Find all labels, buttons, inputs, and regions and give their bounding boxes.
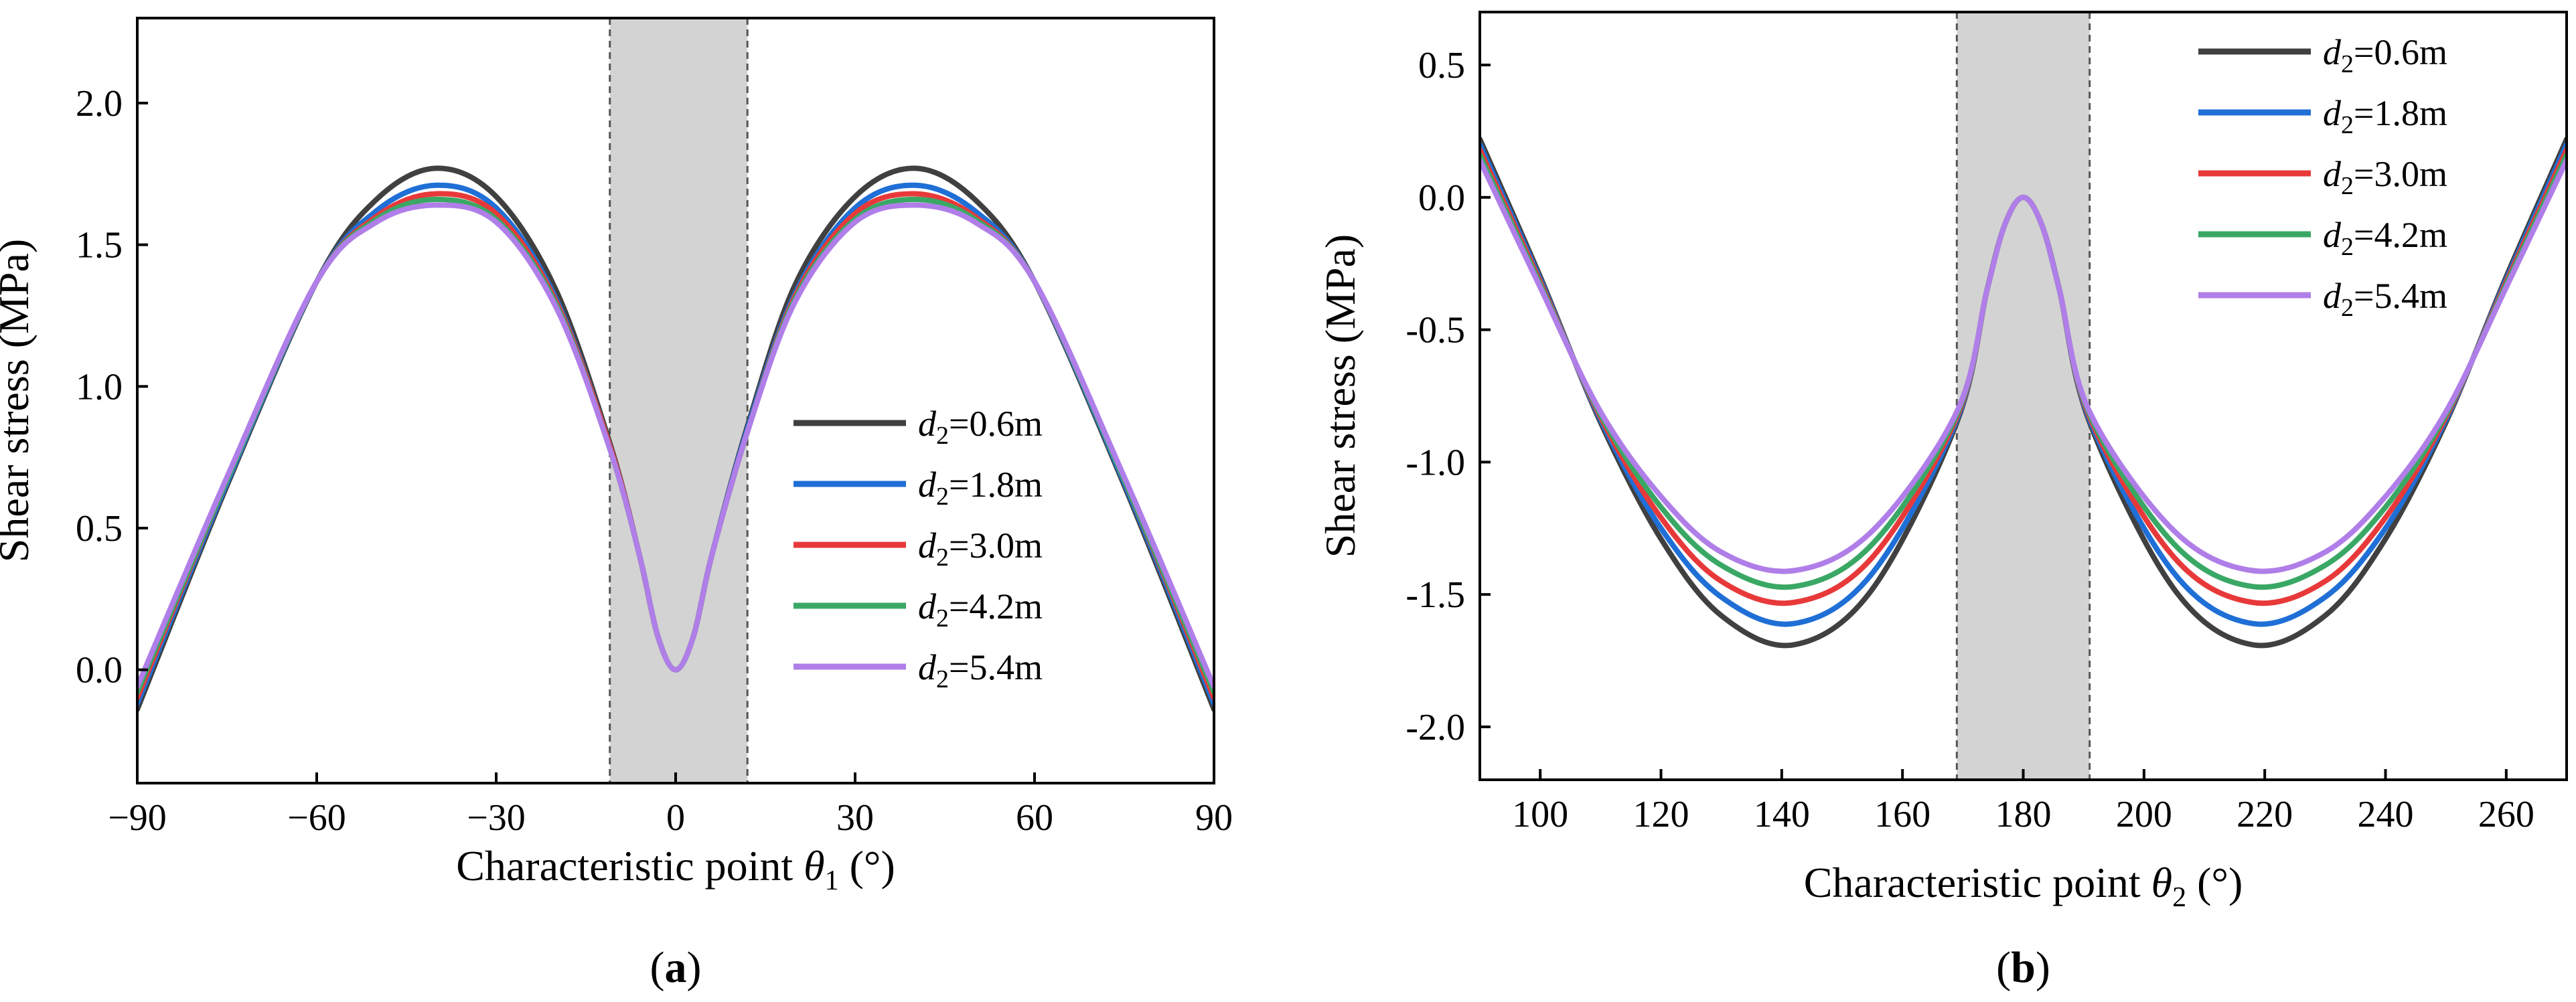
x-tick-label: −30 (467, 797, 526, 839)
x-tick-label: 100 (1512, 794, 1568, 835)
panel-a-label: (a) (650, 943, 702, 992)
legend-item: d2=3.0m (793, 525, 1043, 572)
x-tick-label: 160 (1874, 794, 1930, 835)
legend-label: d2=0.6m (2323, 32, 2447, 78)
y-tick-label: 0.0 (76, 650, 123, 691)
panel-b-label: (b) (1996, 943, 2050, 992)
legend-label: d2=5.4m (2323, 276, 2447, 322)
panel-a-shaded-region (609, 18, 748, 783)
panel-b-x-axis: 100 120 140 160 180 200 220 240 260 (1512, 769, 2534, 835)
x-tick-label: 180 (1995, 794, 2052, 835)
legend-item: d2=5.4m (2198, 276, 2447, 322)
panel-b-legend: d2=0.6m d2=1.8m d2=3.0m d2=4.2m d2=5.4m (2198, 32, 2447, 322)
x-tick-label: 240 (2358, 794, 2414, 835)
y-tick-label: 2.0 (76, 83, 123, 124)
legend-label: d2=1.8m (2323, 93, 2447, 139)
panel-a-chart: −90 −60 −30 0 30 60 90 0.0 0.5 1.0 1.5 2.0 Charact… (0, 17, 1233, 992)
y-tick-label: -0.5 (1406, 310, 1465, 351)
y-tick-label: 0.5 (76, 508, 123, 550)
x-tick-label: −90 (108, 797, 167, 839)
panel-a-legend: d2=0.6m d2=1.8m d2=3.0m d2=4.2m d2=5.4m (793, 404, 1043, 693)
legend-item: d2=0.6m (793, 404, 1043, 450)
legend-label: d2=4.2m (2323, 215, 2447, 261)
legend-item: d2=4.2m (793, 586, 1043, 633)
panel-a-x-axis: −90 −60 −30 0 30 60 90 (108, 772, 1233, 839)
legend-label: d2=3.0m (918, 525, 1043, 572)
y-tick-label: 0.5 (1418, 45, 1465, 86)
x-tick-label: 200 (2116, 794, 2172, 835)
x-tick-label: 260 (2478, 794, 2534, 835)
panel-b-shaded-region (1957, 12, 2090, 780)
legend-item: d2=4.2m (2198, 215, 2447, 261)
x-tick-label: 220 (2237, 794, 2293, 835)
legend-item: d2=5.4m (793, 647, 1043, 693)
legend-item: d2=1.8m (2198, 93, 2447, 139)
x-tick-label: 90 (1195, 797, 1233, 839)
legend-item: d2=1.8m (793, 465, 1043, 511)
panel-b-y-axis: -2.0 -1.5 -1.0 -0.5 0.0 0.5 (1406, 45, 1491, 748)
y-tick-label: 0.0 (1418, 177, 1465, 219)
panel-a-y-axis-title: Shear stress (MPa) (0, 239, 37, 562)
x-tick-label: 120 (1633, 794, 1689, 835)
x-tick-label: 140 (1754, 794, 1810, 835)
x-tick-label: 60 (1016, 797, 1053, 839)
panel-a-series-lines (137, 165, 1214, 712)
y-tick-label: 1.5 (76, 225, 123, 266)
legend-label: d2=1.8m (918, 465, 1043, 511)
panel-b-x-axis-title: Characteristic point θ2 (°) (1804, 859, 2243, 913)
legend-label: d2=5.4m (918, 647, 1043, 693)
x-tick-label: −60 (287, 797, 346, 839)
legend-label: d2=4.2m (918, 586, 1043, 633)
legend-item: d2=0.6m (2198, 32, 2447, 78)
panel-b-series-lines (1480, 136, 2567, 649)
panel-b-y-axis-title: Shear stress (MPa) (1316, 234, 1364, 558)
panel-b-chart: 100 120 140 160 180 200 220 240 260 -2.0 -1.5 -1.0… (1316, 11, 2568, 992)
y-tick-label: -1.0 (1406, 442, 1465, 483)
x-tick-label: 0 (666, 797, 685, 839)
series-line-5-4m (137, 202, 1214, 690)
y-tick-label: 1.0 (76, 366, 123, 408)
legend-item: d2=3.0m (2198, 154, 2447, 200)
panel-a-y-axis: 0.0 0.5 1.0 1.5 2.0 (76, 83, 148, 691)
legend-label: d2=3.0m (2323, 154, 2447, 200)
x-tick-label: 30 (836, 797, 874, 839)
series-line-5-4m (1480, 157, 2567, 574)
legend-label: d2=0.6m (918, 404, 1043, 450)
panel-a-x-axis-title: Characteristic point θ1 (°) (456, 842, 895, 896)
y-tick-label: -2.0 (1406, 707, 1465, 748)
y-tick-label: -1.5 (1406, 574, 1465, 616)
